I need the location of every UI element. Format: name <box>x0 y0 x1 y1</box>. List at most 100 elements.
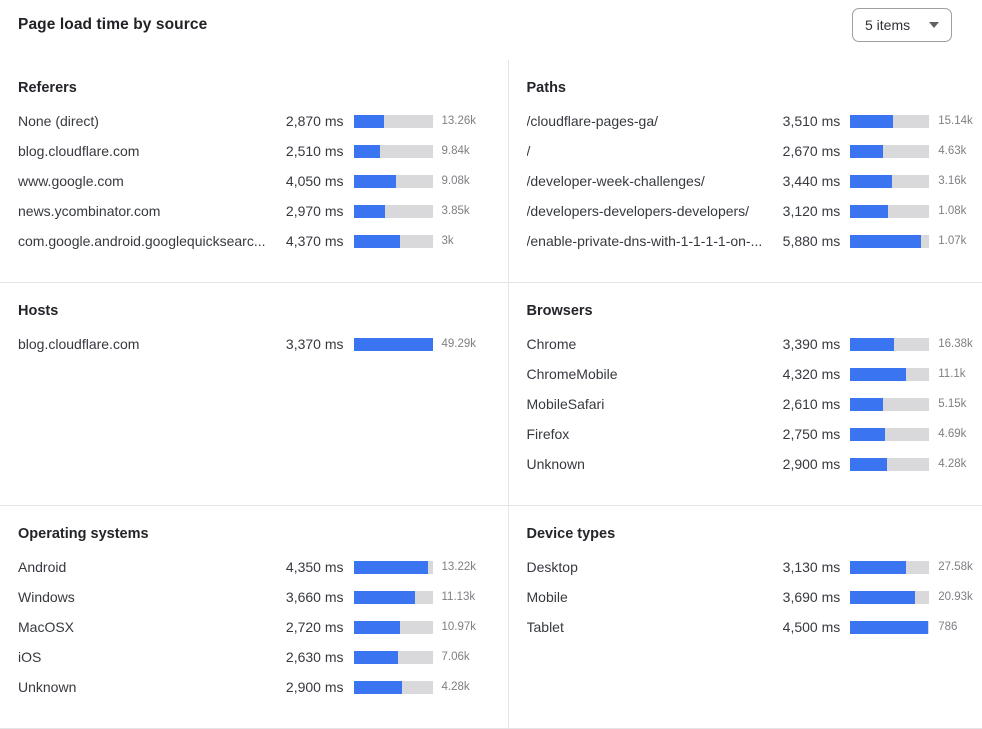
row-bar-track <box>354 621 433 634</box>
row-bar-fill <box>850 205 888 218</box>
row-label: Windows <box>18 589 266 605</box>
row-bar-fill <box>354 338 433 351</box>
row-load-time: 3,690 ms <box>768 589 840 605</box>
row-bar-fill <box>354 561 428 574</box>
row-count: 7.06k <box>442 651 492 663</box>
metric-row[interactable]: iOS 2,630 ms 7.06k <box>18 642 492 672</box>
row-bar-track <box>850 458 929 471</box>
row-load-time: 5,880 ms <box>768 233 840 249</box>
row-label: /developers-developers-developers/ <box>527 203 763 219</box>
row-bar-fill <box>354 175 397 188</box>
metric-row[interactable]: Android 4,350 ms 13.22k <box>18 552 492 582</box>
metric-row[interactable]: / 2,670 ms 4.63k <box>527 136 982 166</box>
panel-rows: None (direct) 2,870 ms 13.26k blog.cloud… <box>18 106 492 256</box>
metric-row[interactable]: blog.cloudflare.com 2,510 ms 9.84k <box>18 136 492 166</box>
row-load-time: 4,050 ms <box>272 173 344 189</box>
metric-row[interactable]: Tablet 4,500 ms 786 <box>527 612 982 642</box>
metric-row[interactable]: MacOSX 2,720 ms 10.97k <box>18 612 492 642</box>
metric-row[interactable]: Mobile 3,690 ms 20.93k <box>527 582 982 612</box>
metric-row[interactable]: Unknown 2,900 ms 4.28k <box>18 672 492 702</box>
row-bar-fill <box>850 561 905 574</box>
row-bar-track <box>354 145 433 158</box>
items-count-value: 5 items <box>865 17 910 33</box>
metric-row[interactable]: www.google.com 4,050 ms 9.08k <box>18 166 492 196</box>
row-count: 4.63k <box>938 145 982 157</box>
metric-row[interactable]: Desktop 3,130 ms 27.58k <box>527 552 982 582</box>
panel-title: Browsers <box>527 303 982 319</box>
row-load-time: 3,390 ms <box>768 336 840 352</box>
row-bar-fill <box>850 458 887 471</box>
row-count: 1.07k <box>938 235 982 247</box>
row-bar-track <box>850 561 929 574</box>
metric-row[interactable]: blog.cloudflare.com 3,370 ms 49.29k <box>18 329 492 359</box>
row-bar-track <box>850 368 929 381</box>
row-bar-fill <box>850 621 927 634</box>
row-label: Android <box>18 559 266 575</box>
metric-row[interactable]: Firefox 2,750 ms 4.69k <box>527 419 982 449</box>
row-load-time: 2,750 ms <box>768 426 840 442</box>
row-bar-fill <box>354 621 401 634</box>
metric-row[interactable]: Unknown 2,900 ms 4.28k <box>527 449 982 479</box>
metric-row[interactable]: Windows 3,660 ms 11.13k <box>18 582 492 612</box>
row-load-time: 4,370 ms <box>272 233 344 249</box>
row-bar-track <box>850 145 929 158</box>
row-bar-track <box>850 235 929 248</box>
metric-row[interactable]: news.ycombinator.com 2,970 ms 3.85k <box>18 196 492 226</box>
panel-device-types: Device types Desktop 3,130 ms 27.58k Mob… <box>508 505 982 728</box>
row-bar-fill <box>850 175 892 188</box>
row-bar-fill <box>354 205 386 218</box>
row-bar-fill <box>850 338 893 351</box>
row-load-time: 3,120 ms <box>768 203 840 219</box>
row-bar-track <box>850 338 929 351</box>
metric-row[interactable]: Chrome 3,390 ms 16.38k <box>527 329 982 359</box>
panel-rows: Android 4,350 ms 13.22k Windows 3,660 ms… <box>18 552 492 702</box>
row-label: news.ycombinator.com <box>18 203 266 219</box>
row-bar-track <box>850 175 929 188</box>
row-count: 20.93k <box>938 591 982 603</box>
row-count: 3k <box>442 235 492 247</box>
panel-paths: Paths /cloudflare-pages-ga/ 3,510 ms 15.… <box>508 60 982 282</box>
row-label: Desktop <box>527 559 763 575</box>
row-label: MacOSX <box>18 619 266 635</box>
row-bar-fill <box>850 428 885 441</box>
metric-row[interactable]: MobileSafari 2,610 ms 5.15k <box>527 389 982 419</box>
metric-row[interactable]: /cloudflare-pages-ga/ 3,510 ms 15.14k <box>527 106 982 136</box>
row-count: 11.13k <box>442 591 492 603</box>
panel-title: Device types <box>527 526 982 542</box>
row-bar-fill <box>850 235 921 248</box>
row-load-time: 2,610 ms <box>768 396 840 412</box>
row-label: Unknown <box>18 679 266 695</box>
row-label: Chrome <box>527 336 763 352</box>
items-count-select[interactable]: 5 items <box>852 8 952 42</box>
panel-title: Operating systems <box>18 526 492 542</box>
row-bar-track <box>850 115 929 128</box>
row-bar-fill <box>850 115 893 128</box>
metric-row[interactable]: None (direct) 2,870 ms 13.26k <box>18 106 492 136</box>
row-bar-track <box>850 591 929 604</box>
row-load-time: 4,500 ms <box>768 619 840 635</box>
row-load-time: 2,900 ms <box>272 679 344 695</box>
row-bar-fill <box>850 591 915 604</box>
metric-row[interactable]: com.google.android.googlequicksearc... 4… <box>18 226 492 256</box>
metric-row[interactable]: /enable-private-dns-with-1-1-1-1-on-... … <box>527 226 982 256</box>
row-label: Mobile <box>527 589 763 605</box>
metric-row[interactable]: ChromeMobile 4,320 ms 11.1k <box>527 359 982 389</box>
row-load-time: 3,130 ms <box>768 559 840 575</box>
row-load-time: 2,510 ms <box>272 143 344 159</box>
row-label: MobileSafari <box>527 396 763 412</box>
row-bar-track <box>354 651 433 664</box>
row-bar-fill <box>850 368 906 381</box>
panel-rows: Chrome 3,390 ms 16.38k ChromeMobile 4,32… <box>527 329 982 479</box>
row-count: 3.16k <box>938 175 982 187</box>
panel-title: Hosts <box>18 303 492 319</box>
metric-row[interactable]: /developer-week-challenges/ 3,440 ms 3.1… <box>527 166 982 196</box>
row-load-time: 2,900 ms <box>768 456 840 472</box>
panel-title: Referers <box>18 80 492 96</box>
row-count: 15.14k <box>938 115 982 127</box>
row-load-time: 2,870 ms <box>272 113 344 129</box>
row-load-time: 3,660 ms <box>272 589 344 605</box>
row-bar-fill <box>850 145 882 158</box>
row-bar-track <box>354 561 433 574</box>
metric-row[interactable]: /developers-developers-developers/ 3,120… <box>527 196 982 226</box>
